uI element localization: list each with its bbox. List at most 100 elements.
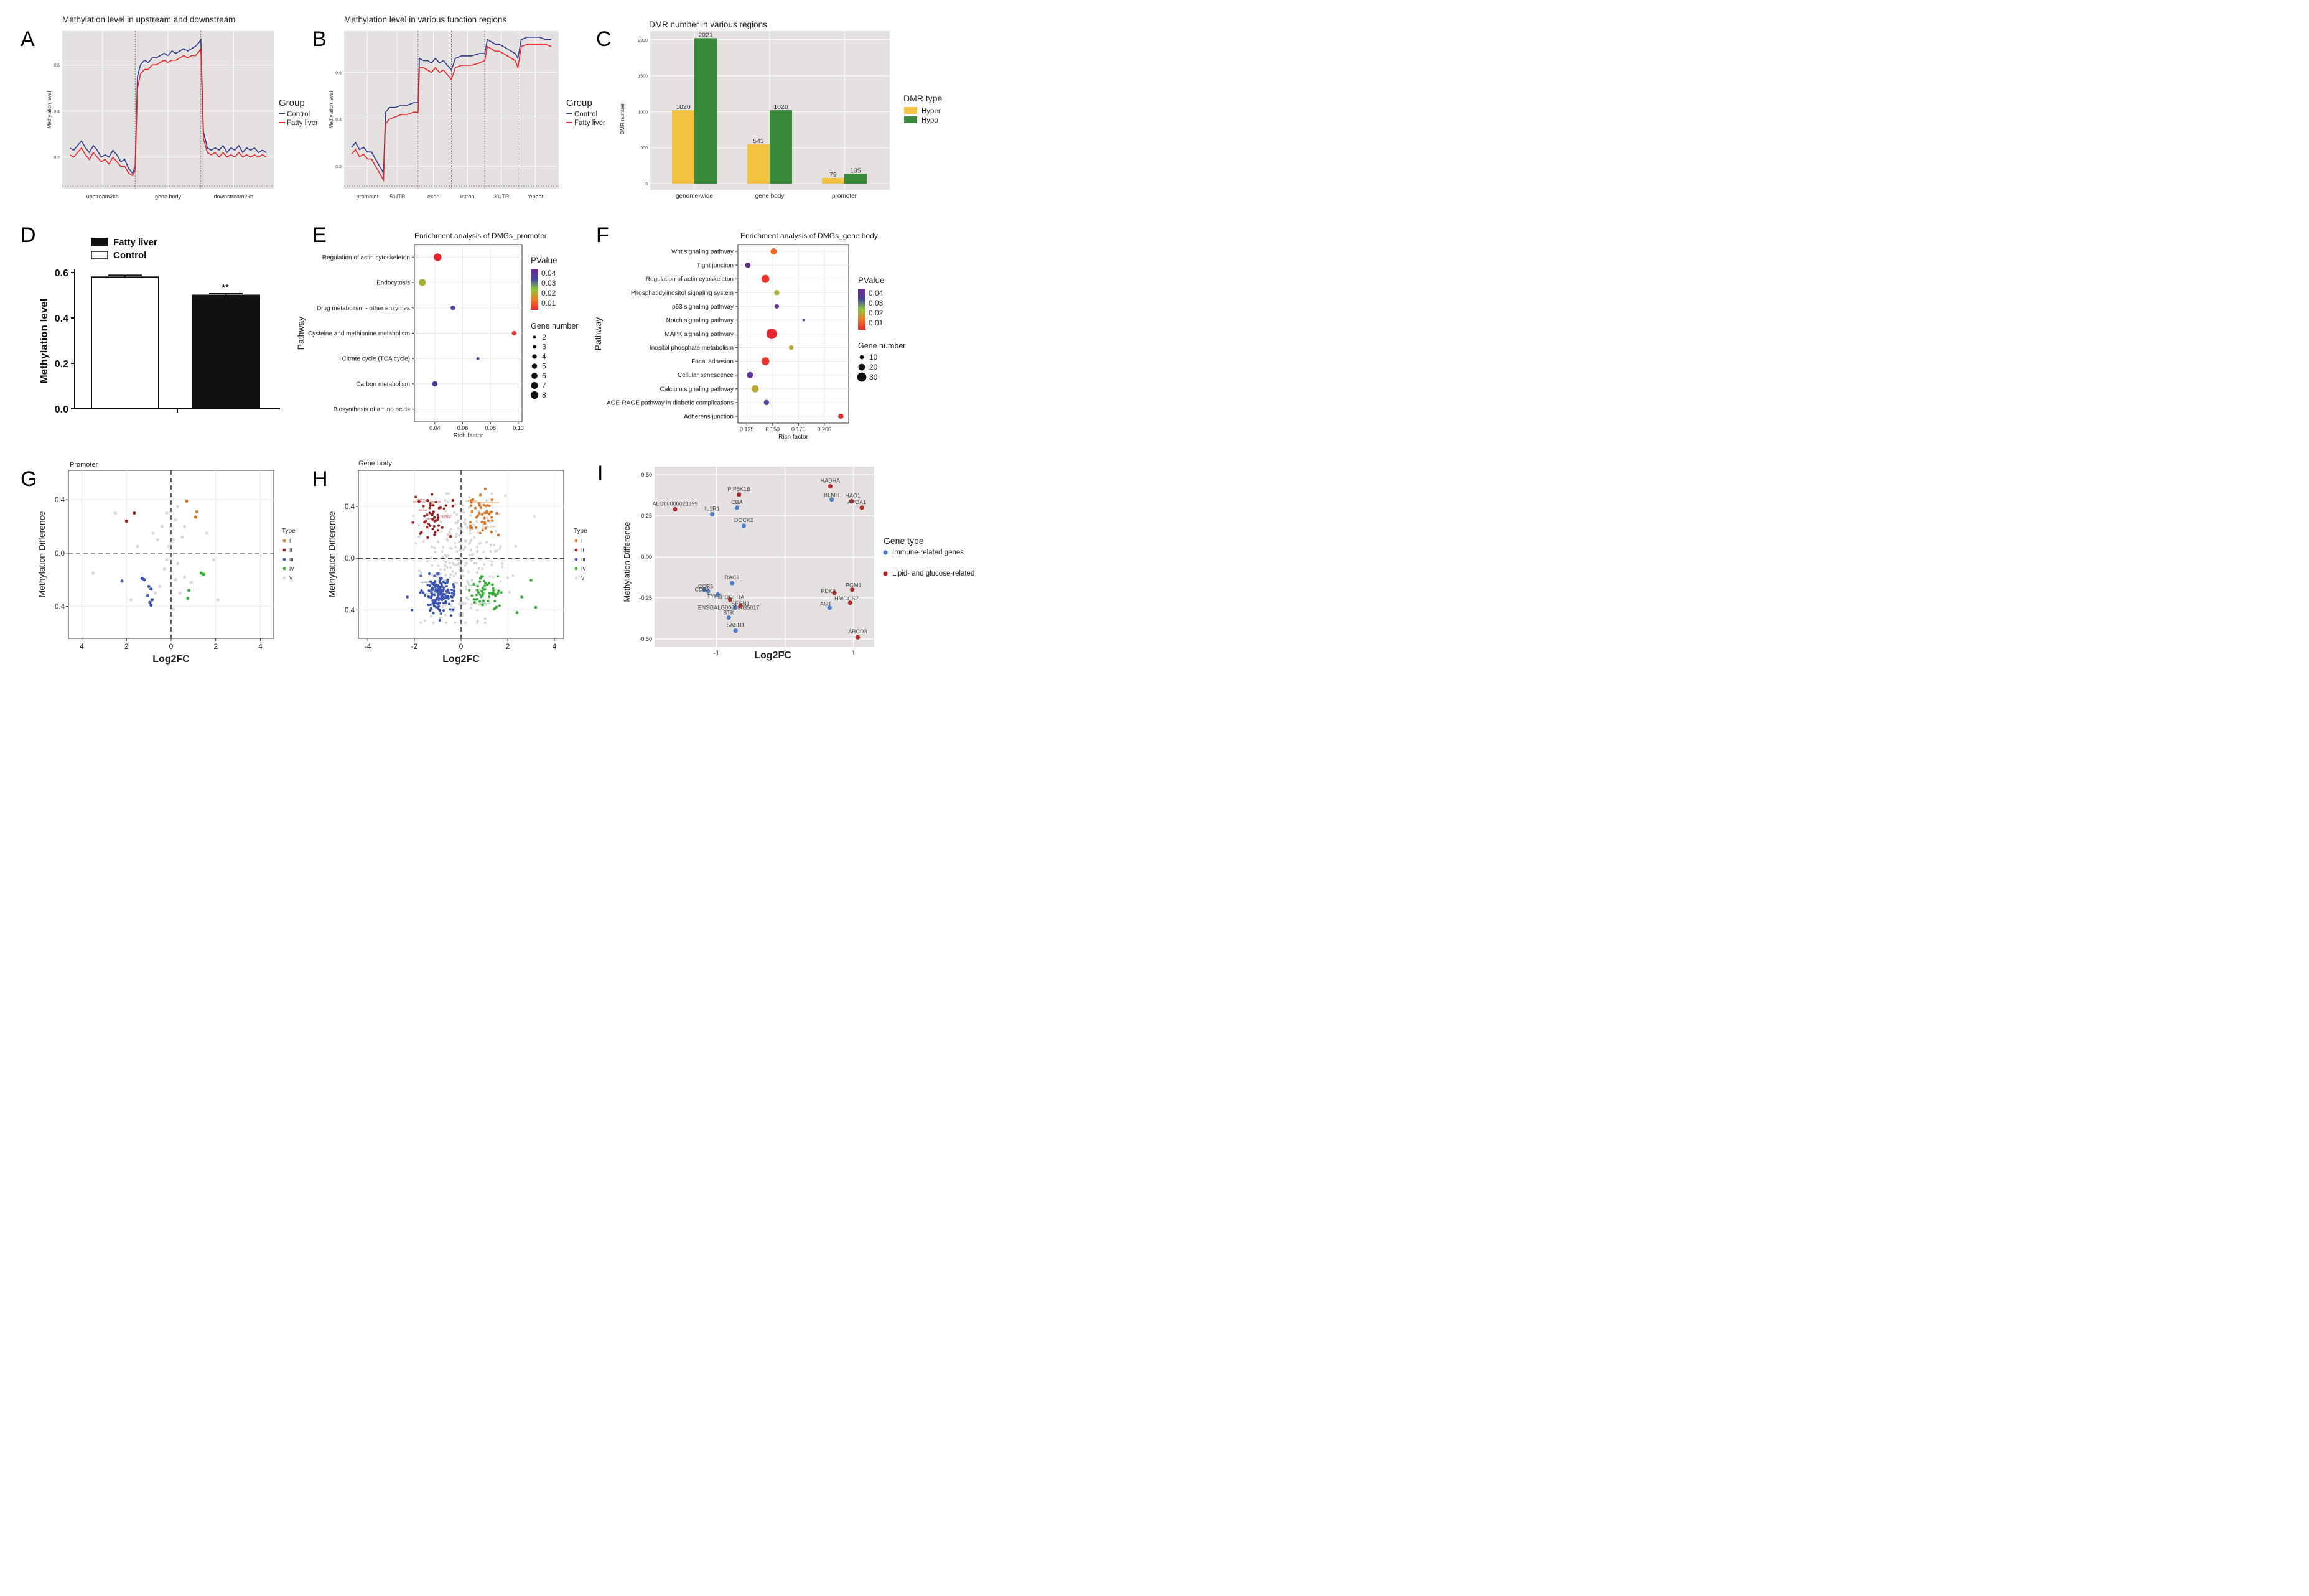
data-point-type-i <box>483 487 487 490</box>
data-point-type-v <box>180 535 184 539</box>
gene-point-immune <box>726 615 731 620</box>
gene-label: ENSGALG00000012138 <box>413 500 441 503</box>
x-tick-label: 4 <box>258 642 263 651</box>
colorbar-tick-label: 0.04 <box>541 269 556 278</box>
data-point-type-ii <box>428 506 431 510</box>
data-point-type-iv <box>476 589 479 592</box>
data-point-type-iv <box>492 587 495 590</box>
data-point-type-v <box>417 523 421 527</box>
data-point-type-ii <box>433 533 436 536</box>
data-point-type-iii <box>146 594 149 598</box>
data-point-type-v <box>511 574 515 577</box>
colorbar-tick-label: 0.02 <box>541 289 556 297</box>
data-point-type-v <box>441 550 444 553</box>
data-point-type-v <box>468 553 471 557</box>
data-point-type-v <box>508 590 511 594</box>
data-point-type-v <box>439 504 442 507</box>
gene-label: ABCD3 <box>849 628 867 635</box>
data-point-type-v <box>459 566 462 569</box>
bar-value-label: 135 <box>850 167 861 174</box>
gene-label: HMGCS2 <box>834 595 859 602</box>
data-point-type-iii <box>434 590 437 593</box>
y-tick-label: 0.4 <box>55 314 68 324</box>
legend-entry: Hypo <box>921 117 938 124</box>
data-point-type-v <box>457 602 461 605</box>
data-point-type-iii <box>419 591 422 594</box>
data-point-type-iv <box>470 594 473 597</box>
bar-hyper <box>747 144 770 184</box>
data-point-type-i <box>195 510 198 514</box>
data-point-type-v <box>490 563 493 566</box>
data-point-type-iv <box>481 586 485 589</box>
data-point-type-v <box>464 564 467 567</box>
data-point-type-iii <box>445 585 449 588</box>
series-line-control <box>69 37 267 175</box>
pathway-label: Regulation of actin cytoskeleton <box>646 276 734 283</box>
data-point-type-ii <box>417 500 421 503</box>
y-axis-label: Methylation level <box>47 91 52 128</box>
data-point-type-v <box>475 621 479 625</box>
x-tick-label: 0.200 <box>818 426 832 432</box>
data-point-type-v <box>454 545 457 548</box>
legend-title: Type <box>574 528 587 534</box>
panel-c: C DMR number in various regions 0 500 1000 15… <box>596 20 942 200</box>
y-tick-label: 0.6 <box>54 63 60 68</box>
panel-letter: A <box>21 27 35 51</box>
pathway-label: Endocytosis <box>376 280 410 287</box>
data-point-type-ii <box>437 506 441 510</box>
data-point-type-v <box>113 511 117 515</box>
x-tick-label: 0.06 <box>457 425 469 431</box>
data-point-type-v <box>459 549 462 552</box>
gene-label: IQGAP <box>441 514 449 517</box>
data-point-type-v <box>461 569 464 572</box>
y-tick-label: 0.0 <box>345 555 355 562</box>
data-point-type-iv <box>480 590 483 593</box>
data-point-type-iii <box>433 581 436 584</box>
data-point-type-ii <box>432 510 436 513</box>
gene-point-immune <box>827 605 832 610</box>
data-point-type-v <box>182 575 187 579</box>
data-point-type-i <box>495 511 498 515</box>
data-point-type-iii <box>439 581 442 584</box>
y-tick-label: 0.6 <box>335 71 342 75</box>
data-point-type-iv <box>515 611 519 614</box>
legend-entry: III <box>289 557 294 562</box>
gene-label: IL5B <box>495 512 500 515</box>
x-axis-label: Log2FC <box>754 650 791 661</box>
data-point-type-ii <box>433 516 436 519</box>
gene-point-lipid <box>849 498 854 503</box>
data-point-type-iii <box>427 595 431 599</box>
data-point-type-v <box>178 591 182 595</box>
bar-hypo <box>844 174 867 184</box>
data-point-type-v <box>422 539 426 543</box>
data-point-type-v <box>433 546 436 549</box>
data-point-type-v <box>156 538 160 542</box>
data-point-type-ii <box>437 524 441 527</box>
data-point-type-i <box>469 524 472 527</box>
gene-label: RAC2 <box>725 574 740 581</box>
data-point-type-v <box>445 566 449 569</box>
data-point-type-v <box>446 513 449 516</box>
y-axis-label: Pathway <box>296 317 306 350</box>
data-point-type-v <box>465 526 469 530</box>
data-point-type-v <box>462 574 465 577</box>
data-point-type-v <box>161 525 164 528</box>
data-point-type-iii <box>432 602 436 605</box>
data-point-type-ii <box>436 516 440 520</box>
legend-entry: Lipid- and glucose-related genes <box>892 570 976 577</box>
data-point-type-v <box>482 526 485 530</box>
pathway-label: Phosphatidylinositol signaling system <box>631 290 734 297</box>
data-point-type-v <box>182 525 187 528</box>
data-point-type-v <box>501 562 504 566</box>
data-point-type-i <box>185 499 189 503</box>
data-point-type-v <box>470 603 473 606</box>
x-tick-label: promoter <box>832 193 857 200</box>
y-axis-label: Methylation level <box>38 299 50 384</box>
data-point-type-iv <box>483 588 487 591</box>
data-point-type-ii <box>434 500 437 504</box>
series-line-fatty-liver <box>351 44 552 182</box>
data-point-type-iv <box>487 599 490 603</box>
x-axis-label: Log2FC <box>152 654 190 665</box>
legend-swatch <box>904 116 917 123</box>
data-point-type-iv <box>481 604 484 607</box>
